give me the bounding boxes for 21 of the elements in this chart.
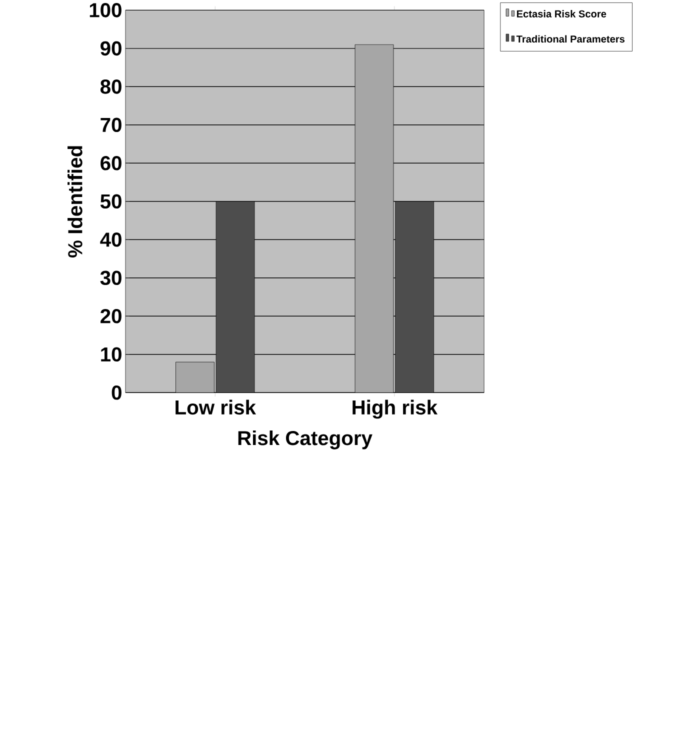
legend-label: Traditional Parameters: [516, 35, 625, 43]
y-tick-label: 10: [101, 347, 122, 362]
bar: [354, 44, 394, 393]
y-tick-label: 0: [112, 386, 122, 400]
x-tick-label: High risk: [352, 400, 438, 419]
y-tick-label: 50: [100, 194, 122, 209]
x-axis-title: Risk Category: [238, 430, 372, 450]
y-tick-label: 30: [100, 270, 122, 286]
bar: [395, 201, 434, 393]
y-tick-label: 70: [100, 118, 122, 132]
y-tick-label: 20: [100, 309, 122, 324]
y-tick-label: 40: [100, 232, 122, 247]
y-axis-title: % Identified: [68, 146, 82, 258]
x-tick-label: Low risk: [176, 400, 256, 415]
bar: [216, 201, 255, 393]
legend-label: Ectasia Risk Score: [516, 10, 606, 18]
y-tick-label: 90: [100, 41, 122, 56]
bar: [176, 362, 214, 393]
y-tick-label: 80: [100, 80, 122, 94]
y-tick-label: 60: [100, 156, 122, 170]
y-tick-label: 100: [90, 3, 122, 18]
